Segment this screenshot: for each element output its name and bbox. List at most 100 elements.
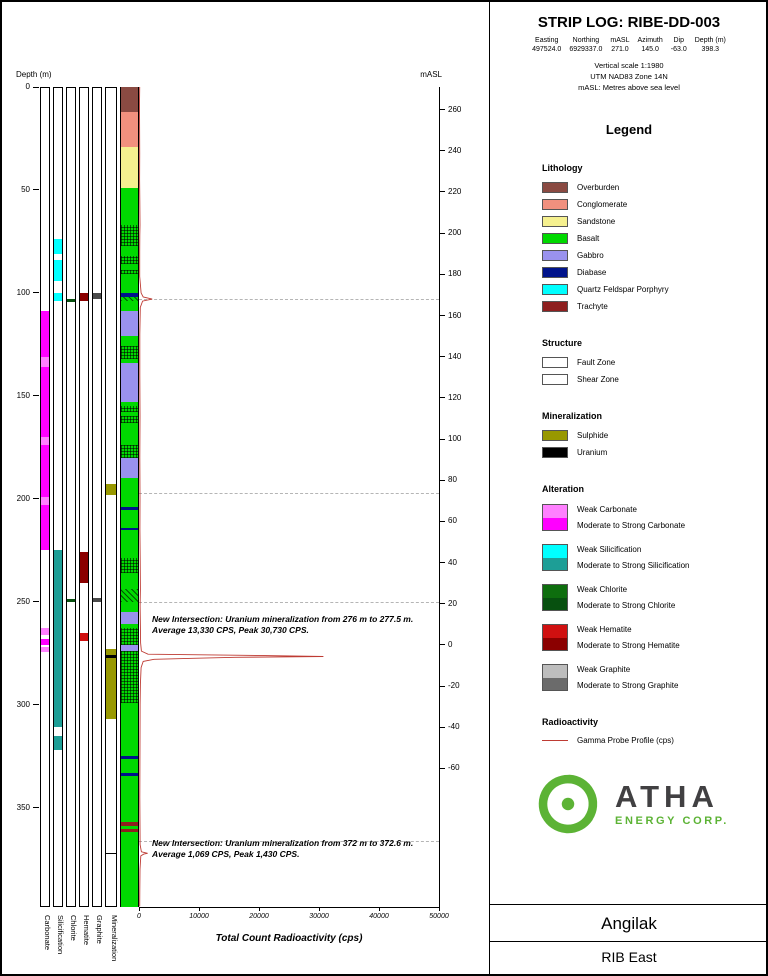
masl-tick-label: 200 xyxy=(448,228,462,238)
alteration-swatch xyxy=(542,504,568,531)
mineralization-swatch xyxy=(542,447,568,458)
lithology-interval xyxy=(121,422,138,446)
masl-tick xyxy=(439,562,445,564)
masl-tick xyxy=(439,150,445,152)
lithology-interval xyxy=(121,510,138,528)
weak-label: Weak Hematite xyxy=(577,625,632,634)
legend-label: Quartz Feldspar Porphyry xyxy=(577,285,669,294)
column-label-mineralization: Mineralization xyxy=(110,915,119,962)
structure-overlay-fault xyxy=(121,346,138,359)
masl-tick xyxy=(439,767,445,769)
lithology-interval xyxy=(121,187,138,225)
legend-label: Diabase xyxy=(577,268,607,277)
project-footer: Angilak RIB East xyxy=(490,904,766,974)
lithology-interval xyxy=(121,292,138,297)
interval-carbonate xyxy=(41,496,49,505)
masl-axis-title: mASL xyxy=(420,70,442,79)
interval-carbonate xyxy=(41,311,49,357)
structure-overlay-fault xyxy=(121,651,138,703)
info-col-label: Northing xyxy=(572,37,600,44)
masl-tick-label: -60 xyxy=(448,763,460,773)
gridline xyxy=(139,299,439,301)
legend-label: Fault Zone xyxy=(577,358,616,367)
alteration-labels: Weak Silicification Moderate to Strong Si… xyxy=(577,544,690,571)
lithology-interval xyxy=(121,506,138,511)
gridline xyxy=(139,492,439,494)
lithology-swatch xyxy=(542,233,568,244)
legend-label: Sulphide xyxy=(577,431,609,440)
alteration-labels: Weak Chlorite Moderate to Strong Chlorite xyxy=(577,584,675,611)
atha-logo: ATHA ENERGY CORP. xyxy=(490,765,766,843)
column-label-hematite: Hematite xyxy=(82,915,91,946)
lithology-interval xyxy=(121,358,138,363)
column-label-chlorite: Chlorite xyxy=(69,915,78,941)
info-row: 497524.0 6929337.0 271.0 145.0 -63.0 398.3 xyxy=(528,45,730,54)
column-label-carbonate: Carbonate xyxy=(43,915,52,951)
scale-notes: Vertical scale 1:1980 UTM NAD83 Zone 14N m… xyxy=(490,61,766,92)
project-name: Angilak xyxy=(490,905,766,942)
legend-item-alteration: Weak Graphite Moderate to Strong Graphite xyxy=(542,664,766,691)
lithology-swatch xyxy=(542,267,568,278)
project-area: RIB East xyxy=(601,949,657,965)
masl-tick xyxy=(439,685,445,687)
mineralization-swatch xyxy=(542,430,568,441)
legend-sections: Lithology Overburden Conglomerate Sandstone… xyxy=(490,163,766,745)
strip-log-title: STRIP LOG: RIBE-DD-003 xyxy=(537,14,721,31)
masl-tick-label: -20 xyxy=(448,681,460,691)
collar-info-table: Easting Northing mASL Azimuth Dip Depth (m) 49… xyxy=(528,36,730,54)
masl-tick-label: 220 xyxy=(448,186,462,196)
interval-carbonate xyxy=(41,504,49,551)
masl-tick xyxy=(439,191,445,193)
legend-item-structure: Fault Zone xyxy=(542,357,766,368)
radioactivity-heading: Radioactivity xyxy=(542,717,599,727)
interval-carbonate xyxy=(41,638,49,645)
depth-tick-label: 300 xyxy=(16,699,30,709)
legend-item-lithology: Basalt xyxy=(542,233,766,244)
radio-tick xyxy=(258,907,260,911)
masl-tick xyxy=(439,644,445,646)
legend-label: Basalt xyxy=(577,234,600,243)
column-silicification xyxy=(53,87,63,907)
weak-label: Weak Graphite xyxy=(577,665,631,674)
masl-tick xyxy=(439,232,445,234)
info-col-label: Dip xyxy=(673,37,685,44)
legend-item-lithology: Diabase xyxy=(542,267,766,278)
depth-tick-label: 200 xyxy=(16,493,30,503)
interval-carbonate xyxy=(41,366,49,437)
lithology-interval xyxy=(121,756,138,760)
interval-mineralization xyxy=(106,655,116,659)
legend-item-structure: Shear Zone xyxy=(542,374,766,385)
interval-silicification xyxy=(54,292,62,302)
lithology-interval xyxy=(121,611,138,625)
radioactivity-axis-title: Total Count Radioactivity (cps) xyxy=(215,933,363,944)
radio-axis-line xyxy=(139,907,439,908)
interval-silicification xyxy=(54,550,62,728)
weak-color xyxy=(543,625,567,638)
legend-item-alteration: Weak Carbonate Moderate to Strong Carbona… xyxy=(542,504,766,531)
alteration-labels: Weak Graphite Moderate to Strong Graphite xyxy=(577,664,678,691)
radio-tick-label: 40000 xyxy=(369,913,389,920)
radio-tick-label: 0 xyxy=(137,913,141,920)
legend-section-mineralization: Mineralization Sulphide Uranium xyxy=(542,411,766,458)
legend-item-lithology: Overburden xyxy=(542,182,766,193)
info-col-value: 145.0 xyxy=(641,46,659,53)
alteration-swatch xyxy=(542,544,568,571)
logo-subtitle: ENERGY CORP. xyxy=(615,814,729,827)
legend-item-mineralization: Uranium xyxy=(542,447,766,458)
info-col-label: Easting xyxy=(535,37,559,44)
radio-tick xyxy=(438,907,440,911)
interval-hematite xyxy=(80,292,88,302)
masl-tick-label: 180 xyxy=(448,269,462,279)
weak-label: Weak Chlorite xyxy=(577,585,628,594)
weak-color xyxy=(543,505,567,518)
lithology-interval xyxy=(121,572,138,590)
masl-tick xyxy=(439,479,445,481)
masl-tick-label: 160 xyxy=(448,310,462,320)
lithology-interval xyxy=(121,529,138,559)
legend-item-radioactivity: Gamma Probe Profile (cps) xyxy=(542,736,766,745)
lithology-swatch xyxy=(542,301,568,312)
legend-section-alteration: Alteration Weak Carbonate Moderate to Stro… xyxy=(542,484,766,691)
info-col-label: Depth (m) xyxy=(694,37,726,44)
weak-color xyxy=(543,665,567,678)
